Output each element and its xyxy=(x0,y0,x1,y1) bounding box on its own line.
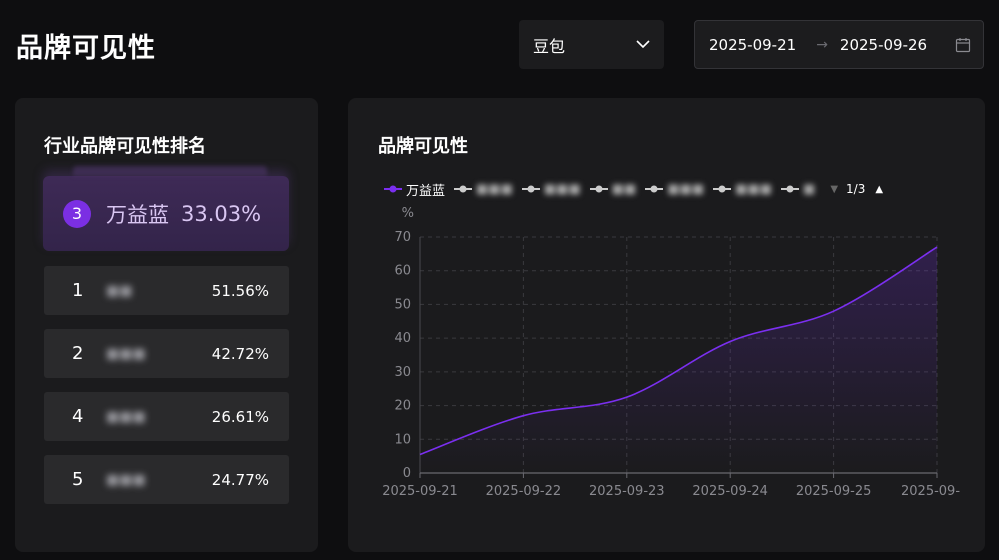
model-select-value: 豆包 xyxy=(533,36,566,56)
rank-badge: 3 xyxy=(63,199,91,228)
date-separator: → xyxy=(816,36,828,53)
date-range-picker[interactable]: 2025-09-21 → 2025-09-26 xyxy=(694,20,984,69)
x-tick-label: 2025-09-24 xyxy=(692,484,768,499)
brand-percent: 42.72% xyxy=(211,344,269,363)
series-line xyxy=(419,246,938,456)
legend-page: 1/3 xyxy=(846,182,866,196)
x-tick-label: 2025-09-25 xyxy=(796,484,872,499)
y-axis-unit: % xyxy=(402,206,414,221)
ranking-panel-title: 行业品牌可见性排名 xyxy=(44,136,206,157)
ranking-row: 1 ■■ 51.56% xyxy=(44,266,289,315)
chart-legend: 万益蓝 ■■■ ■■■ ■■ ■■■ ■■■ ■ ▼ 1/3 ▲ xyxy=(384,180,883,199)
legend-item[interactable]: 万益蓝 xyxy=(384,180,445,199)
x-tick-label: 2025-09-22 xyxy=(486,484,562,499)
end-date[interactable]: 2025-09-26 xyxy=(839,35,928,54)
highlight-brand-card: 3 万益蓝 33.03% xyxy=(43,176,289,251)
chart-panel-title: 品牌可见性 xyxy=(378,136,468,157)
y-tick-label: 60 xyxy=(394,264,411,279)
calendar-icon[interactable] xyxy=(955,37,971,53)
y-tick-label: 0 xyxy=(403,466,411,481)
legend-item[interactable]: ■■■ xyxy=(713,182,772,197)
brand-name: ■■■ xyxy=(106,471,146,488)
brand-visibility-panel: 品牌可见性 万益蓝 ■■■ ■■■ ■■ ■■■ ■■■ ■ xyxy=(348,98,985,552)
brand-percent: 24.77% xyxy=(211,470,269,489)
rank-number: 4 xyxy=(72,406,84,427)
chevron-down-icon xyxy=(636,40,650,49)
legend-item[interactable]: ■ xyxy=(781,182,815,197)
rank-number: 2 xyxy=(72,343,84,364)
brand-name: ■■■ xyxy=(106,345,146,362)
rank-number: 5 xyxy=(72,469,84,490)
highlight-brand-percent: 33.03% xyxy=(181,201,262,226)
series-area xyxy=(420,247,937,473)
brand-percent: 26.61% xyxy=(211,407,269,426)
legend-item[interactable]: ■■■ xyxy=(521,182,581,197)
ranking-row: 5 ■■■ 24.77% xyxy=(44,455,289,504)
legend-item[interactable]: ■■ xyxy=(589,182,636,197)
start-date[interactable]: 2025-09-21 xyxy=(709,35,797,54)
brand-ranking-panel: 行业品牌可见性排名 3 万益蓝 33.03% 1 ■■ 51.56% 2 ■■■… xyxy=(15,98,318,552)
brand-name: ■■■ xyxy=(106,408,146,425)
legend-item[interactable]: ■■■ xyxy=(454,182,513,197)
y-tick-label: 40 xyxy=(394,331,411,346)
legend-prev-icon[interactable]: ▼ xyxy=(830,183,839,195)
y-tick-label: 20 xyxy=(394,399,411,414)
legend-item[interactable]: ■■■ xyxy=(645,182,704,197)
ranking-row: 4 ■■■ 26.61% xyxy=(44,392,289,441)
line-chart: 0 10 20 30 40 50 60 70% 2025-09-21 2025-09-22 2025… xyxy=(382,206,960,499)
rank-number: 1 xyxy=(72,280,84,301)
legend-next-icon[interactable]: ▲ xyxy=(875,183,884,195)
y-tick-label: 30 xyxy=(394,365,411,380)
model-select[interactable]: 豆包 xyxy=(519,20,664,69)
y-tick-label: 50 xyxy=(394,297,411,312)
ranking-row: 2 ■■■ 42.72% xyxy=(44,329,289,378)
x-tick-label: 2025-09-23 xyxy=(589,484,665,499)
y-tick-label: 70 xyxy=(394,230,411,245)
page-title: 品牌可见性 xyxy=(16,33,156,64)
y-tick-label: 10 xyxy=(394,432,411,447)
highlight-brand-name: 万益蓝 xyxy=(106,202,169,227)
brand-name: ■■ xyxy=(106,282,133,299)
legend-pager: ▼ 1/3 ▲ xyxy=(830,182,883,196)
brand-percent: 51.56% xyxy=(211,281,269,300)
x-tick-label: 2025-09-21 xyxy=(382,484,458,499)
x-tick-label: 2025-09- xyxy=(901,484,960,499)
